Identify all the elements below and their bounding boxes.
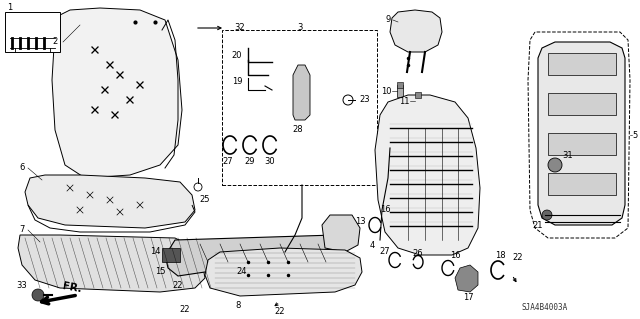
Text: 32: 32 [235, 24, 245, 33]
Text: 23: 23 [360, 95, 371, 105]
Text: 19: 19 [232, 78, 243, 86]
Text: 14: 14 [150, 248, 160, 256]
Polygon shape [322, 215, 360, 252]
Text: 10: 10 [381, 86, 391, 95]
Text: 21: 21 [532, 220, 543, 229]
Text: 11: 11 [399, 97, 409, 106]
Text: 22: 22 [173, 280, 183, 290]
Text: 20: 20 [232, 50, 243, 60]
Bar [548, 173, 616, 195]
Text: 15: 15 [155, 268, 165, 277]
Polygon shape [538, 42, 625, 225]
Text: 22: 22 [275, 307, 285, 315]
Polygon shape [25, 175, 195, 228]
Circle shape [227, 273, 237, 283]
Bar [548, 53, 616, 75]
Text: 27: 27 [223, 158, 234, 167]
Text: 5: 5 [632, 130, 637, 139]
Text: 30: 30 [265, 158, 275, 167]
Text: 28: 28 [292, 125, 303, 135]
Text: 29: 29 [244, 158, 255, 167]
Text: 8: 8 [236, 300, 241, 309]
Text: 4: 4 [369, 241, 374, 249]
Text: 3: 3 [298, 24, 303, 33]
Polygon shape [52, 8, 182, 178]
Bar [5, 12, 60, 52]
Text: 31: 31 [563, 151, 573, 160]
Text: 7: 7 [19, 226, 25, 234]
Text: 6: 6 [19, 164, 25, 173]
Text: 13: 13 [355, 218, 365, 226]
Bar [397, 85, 403, 97]
Bar [222, 30, 377, 185]
Bar [548, 133, 616, 155]
Text: 2: 2 [52, 38, 58, 47]
Polygon shape [205, 248, 362, 296]
Bar [415, 95, 421, 107]
Text: 27: 27 [380, 248, 390, 256]
Text: 9: 9 [385, 16, 390, 25]
Circle shape [32, 289, 44, 301]
Text: 1: 1 [8, 4, 13, 12]
Text: 16: 16 [450, 250, 460, 259]
Text: 16: 16 [380, 205, 390, 214]
Circle shape [548, 158, 562, 172]
Text: 17: 17 [463, 293, 474, 301]
Polygon shape [18, 235, 205, 292]
Polygon shape [165, 235, 342, 276]
Text: 24: 24 [237, 268, 247, 277]
Circle shape [542, 210, 552, 220]
Text: FR.: FR. [61, 281, 83, 295]
Text: SJA4B4003A: SJA4B4003A [522, 303, 568, 313]
Polygon shape [455, 265, 478, 292]
Text: 22: 22 [513, 254, 524, 263]
Text: 33: 33 [17, 280, 28, 290]
Polygon shape [293, 65, 310, 120]
Text: 22: 22 [180, 306, 190, 315]
Polygon shape [390, 10, 442, 52]
Text: 26: 26 [413, 249, 423, 257]
Text: 25: 25 [200, 196, 211, 204]
Bar [162, 248, 180, 262]
Text: 18: 18 [495, 250, 506, 259]
Polygon shape [375, 95, 480, 255]
Bar [548, 93, 616, 115]
